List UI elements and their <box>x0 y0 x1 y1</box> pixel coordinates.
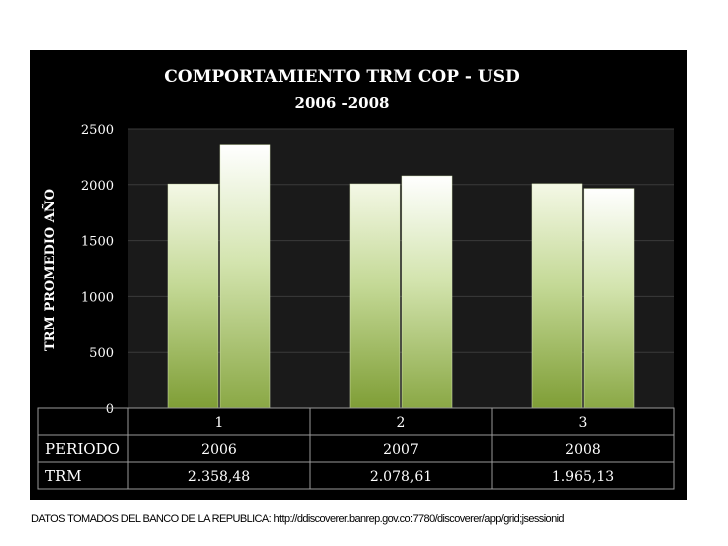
y-tick-label: 0 <box>106 402 114 417</box>
x-tick-label: 1 <box>215 415 224 431</box>
chart-subtitle: 2006 -2008 <box>295 94 390 112</box>
chart-panel: COMPORTAMIENTO TRM COP - USD 2006 -2008 … <box>30 50 687 500</box>
bar <box>401 175 453 409</box>
data-table: 1 2 3 PERIODO 2006 2007 2008 TRM 2.358,48 2.078,6… <box>37 407 675 490</box>
bar <box>531 183 583 409</box>
bar <box>349 183 401 409</box>
y-tick-label: 2000 <box>81 179 114 194</box>
y-tick-label: 1500 <box>81 235 114 250</box>
table-cell: 2007 <box>383 442 419 458</box>
table-cell: 2006 <box>201 442 237 458</box>
bar <box>167 183 219 409</box>
x-tick-label: 2 <box>397 415 406 431</box>
table-cell: 1.965,13 <box>552 469 614 485</box>
table-row-label: PERIODO <box>45 440 120 458</box>
source-note: DATOS TOMADOS DEL BANCO DE LA REPUBLICA:… <box>31 513 565 525</box>
bar-chart: COMPORTAMIENTO TRM COP - USD 2006 -2008 … <box>37 67 675 490</box>
table-row-label: TRM <box>45 467 82 485</box>
table-cell: 2008 <box>565 442 601 458</box>
y-tick-label: 1000 <box>81 290 114 305</box>
plot-area <box>128 129 674 408</box>
y-axis-ticks: 0 500 1000 1500 2000 2500 <box>81 123 114 417</box>
bar <box>583 188 635 409</box>
y-axis-label: TRM PROMEDIO AÑO <box>42 189 58 351</box>
x-tick-label: 3 <box>579 415 588 431</box>
y-tick-label: 500 <box>89 346 114 361</box>
y-tick-label: 2500 <box>81 123 114 138</box>
chart-title: COMPORTAMIENTO TRM COP - USD <box>164 67 520 87</box>
bars <box>167 144 635 409</box>
table-cell: 2.078,61 <box>370 469 432 485</box>
bar <box>219 144 271 409</box>
table-cell: 2.358,48 <box>188 469 250 485</box>
